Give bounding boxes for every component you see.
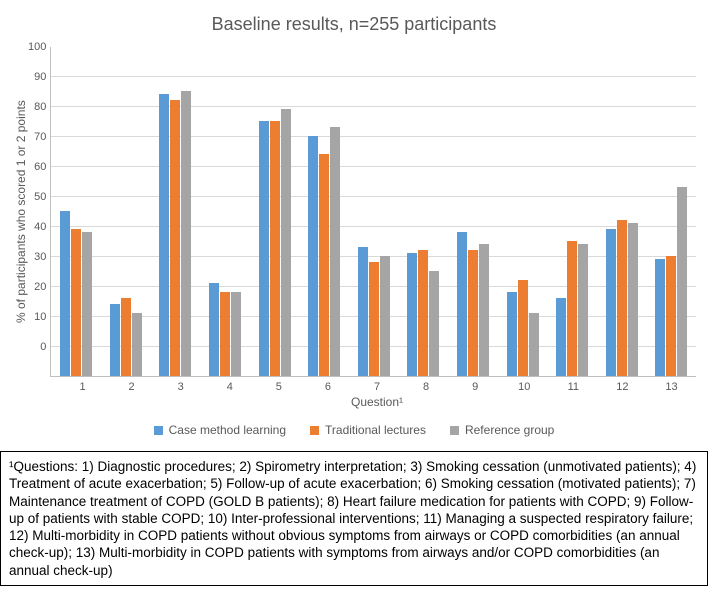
- bar: [358, 247, 368, 376]
- x-tick: 2: [107, 377, 156, 393]
- bar: [677, 187, 687, 376]
- y-axis-ticks: 1009080706050403020100: [28, 47, 50, 347]
- x-axis-label: Question¹: [58, 395, 696, 409]
- bar: [418, 250, 428, 376]
- bar: [132, 313, 142, 376]
- legend-label: Case method learning: [169, 423, 286, 437]
- bar: [281, 109, 291, 376]
- legend-swatch: [310, 426, 319, 435]
- bar: [617, 220, 627, 376]
- bar-group: [498, 47, 548, 376]
- bar-group: [51, 47, 101, 376]
- bar: [628, 223, 638, 376]
- bar: [110, 304, 120, 376]
- bar: [60, 211, 70, 376]
- x-tick: 11: [549, 377, 598, 393]
- bar-group: [547, 47, 597, 376]
- bar: [209, 283, 219, 376]
- bar: [82, 232, 92, 376]
- bar: [578, 244, 588, 376]
- x-tick: 5: [254, 377, 303, 393]
- legend-item: Traditional lectures: [310, 423, 426, 437]
- bar: [429, 271, 439, 376]
- legend: Case method learning Traditional lectures…: [12, 423, 696, 437]
- y-axis-label: % of participants who scored 1 or 2 poin…: [12, 47, 28, 377]
- bar: [457, 232, 467, 376]
- bar: [181, 91, 191, 376]
- bar: [666, 256, 676, 376]
- bar: [159, 94, 169, 376]
- bar: [319, 154, 329, 376]
- bar-group: [151, 47, 201, 376]
- plot-area: [50, 47, 696, 377]
- legend-label: Reference group: [465, 423, 554, 437]
- bar: [606, 229, 616, 376]
- bar: [308, 136, 318, 376]
- x-axis-ticks: 12345678910111213: [58, 377, 696, 393]
- x-tick: 3: [156, 377, 205, 393]
- bar: [468, 250, 478, 376]
- x-tick: 4: [205, 377, 254, 393]
- bar: [330, 127, 340, 376]
- chart-container: Baseline results, n=255 participants % o…: [0, 0, 708, 451]
- x-tick: 6: [303, 377, 352, 393]
- bar: [407, 253, 417, 376]
- footnote-box: ¹Questions: 1) Diagnostic procedures; 2)…: [0, 451, 708, 586]
- x-tick: 8: [402, 377, 451, 393]
- bar: [507, 292, 517, 376]
- bar-group: [349, 47, 399, 376]
- x-tick: 9: [451, 377, 500, 393]
- bar: [369, 262, 379, 376]
- bar-group: [597, 47, 647, 376]
- x-tick: 10: [500, 377, 549, 393]
- chart-title: Baseline results, n=255 participants: [12, 14, 696, 35]
- bar: [567, 241, 577, 376]
- legend-label: Traditional lectures: [325, 423, 426, 437]
- bar-group: [399, 47, 449, 376]
- bar-group: [101, 47, 151, 376]
- bar-group: [299, 47, 349, 376]
- bar: [231, 292, 241, 376]
- legend-swatch: [450, 426, 459, 435]
- bar-group: [250, 47, 300, 376]
- x-tick: 7: [352, 377, 401, 393]
- bar: [270, 121, 280, 376]
- bar-group: [200, 47, 250, 376]
- bar: [655, 259, 665, 376]
- x-tick: 1: [58, 377, 107, 393]
- x-tick: 12: [598, 377, 647, 393]
- legend-swatch: [154, 426, 163, 435]
- bar: [380, 256, 390, 376]
- bar: [220, 292, 230, 376]
- bar: [518, 280, 528, 376]
- bar: [259, 121, 269, 376]
- x-tick: 13: [647, 377, 696, 393]
- legend-item: Reference group: [450, 423, 554, 437]
- plot-area-wrap: % of participants who scored 1 or 2 poin…: [12, 47, 696, 377]
- bar-group: [448, 47, 498, 376]
- bar-group: [646, 47, 696, 376]
- bar: [479, 244, 489, 376]
- bar: [71, 229, 81, 376]
- legend-item: Case method learning: [154, 423, 286, 437]
- bar: [556, 298, 566, 376]
- bar: [121, 298, 131, 376]
- bar: [529, 313, 539, 376]
- bar: [170, 100, 180, 376]
- bar-groups: [51, 47, 696, 376]
